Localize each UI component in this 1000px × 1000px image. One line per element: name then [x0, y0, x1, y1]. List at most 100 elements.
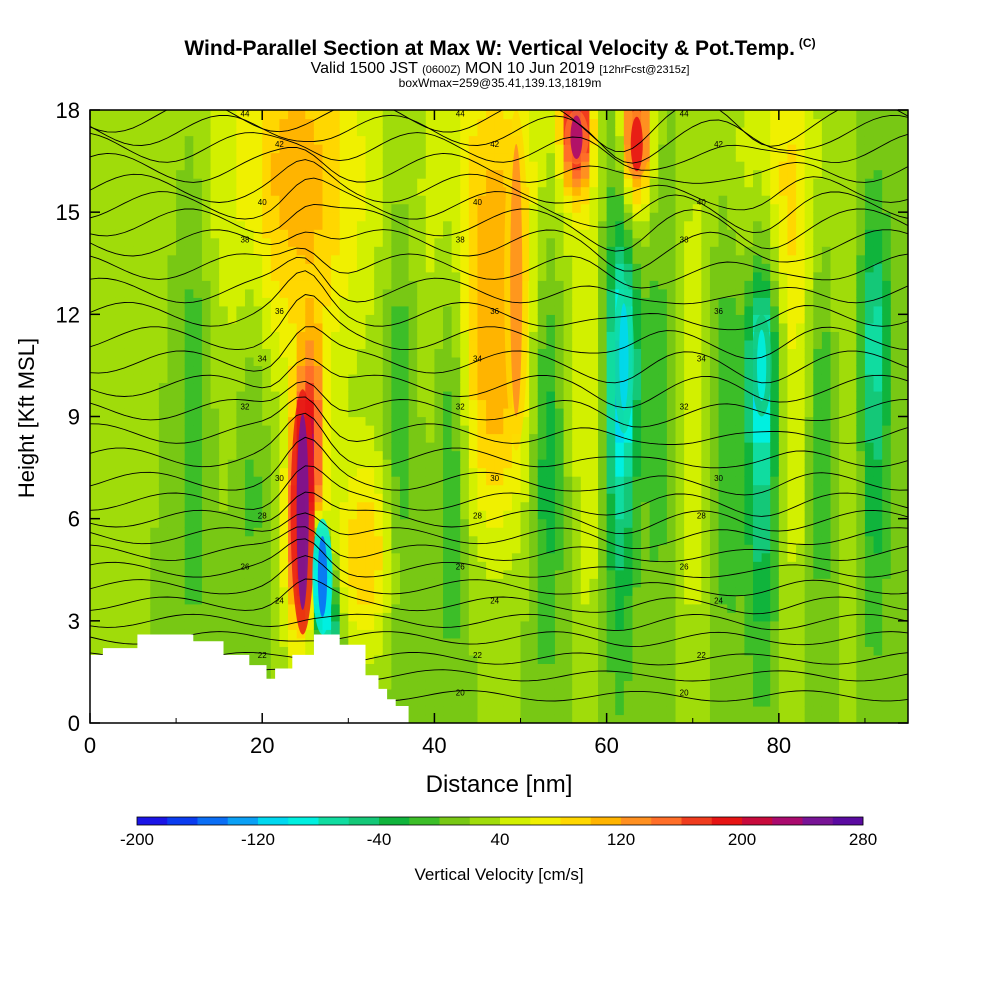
- theta-label: 40: [258, 198, 267, 207]
- downdraft-peak: [619, 303, 629, 411]
- theta-label: 20: [456, 688, 465, 697]
- theta-contour-line: [90, 132, 908, 171]
- theta-label: 36: [714, 307, 723, 316]
- theta-contour-line: [90, 538, 908, 578]
- colorbar-swatch: [348, 817, 380, 825]
- valid-zulu: (0600Z): [422, 64, 461, 76]
- copyright-mark: (C): [798, 36, 816, 50]
- theta-label: 38: [680, 235, 689, 244]
- plot-area: 2020202222222424242626262828283030303232…: [90, 109, 908, 723]
- theta-contour-line: [90, 396, 908, 445]
- theta-contour-line: [90, 256, 908, 305]
- theta-contour-line: [90, 555, 908, 597]
- theta-label: 30: [490, 474, 499, 483]
- theta-label: 28: [697, 511, 706, 520]
- colorbar-swatch: [772, 817, 803, 825]
- theta-contour-line: [90, 357, 908, 409]
- x-tick-label: 80: [767, 733, 791, 758]
- theta-label: 34: [258, 355, 267, 364]
- theta-label: 38: [456, 235, 465, 244]
- colorbar-swatch: [258, 817, 289, 825]
- theta-label: 20: [680, 688, 689, 697]
- chart-subtitle: Valid 1500 JST (0600Z) MON 10 Jun 2019 […: [0, 60, 1000, 78]
- colorbar-label: Vertical Velocity [cm/s]: [414, 865, 583, 884]
- theta-label: 36: [490, 307, 499, 316]
- theta-contour-line: [90, 491, 908, 535]
- theta-contour-line: [90, 465, 908, 517]
- theta-label: 26: [680, 562, 689, 571]
- theta-label: 44: [241, 109, 250, 118]
- box-max-info: boxWmax=259@35.41,139.13,1819m: [398, 76, 602, 90]
- y-tick-label: 6: [68, 507, 80, 532]
- theta-label: 28: [473, 511, 482, 520]
- chart-title-text: Wind-Parallel Section at Max W: Vertical…: [184, 37, 795, 60]
- theta-contour-line: [90, 326, 908, 384]
- colorbar-tick-label: -200: [120, 830, 154, 849]
- theta-contour-line: [90, 147, 908, 184]
- valid-date: MON 10 Jun 2019: [465, 60, 595, 77]
- y-tick-label: 18: [56, 98, 80, 123]
- theta-label: 24: [714, 596, 723, 605]
- theta-contour-line: [90, 229, 908, 272]
- theta-contour-line: [90, 114, 908, 164]
- y-tick-label: 12: [56, 302, 80, 327]
- valid-prefix: Valid 1500 JST: [310, 60, 418, 77]
- colorbar-tick-label: -120: [241, 830, 275, 849]
- y-tick-label: 9: [68, 405, 80, 430]
- theta-contour-line: [90, 203, 908, 252]
- theta-label: 24: [490, 596, 499, 605]
- colorbar-frame: [136, 816, 864, 826]
- colorbar-swatch: [832, 817, 864, 825]
- chart-title: Wind-Parallel Section at Max W: Vertical…: [0, 36, 1000, 61]
- theta-label: 24: [275, 596, 284, 605]
- theta-label: 40: [473, 198, 482, 207]
- colorbar-swatch: [379, 817, 410, 825]
- y-tick-label: 3: [68, 609, 80, 634]
- theta-label: 30: [714, 474, 723, 483]
- theta-label: 26: [241, 562, 250, 571]
- colorbar-swatch: [530, 817, 561, 825]
- theta-contour-line: [90, 512, 908, 550]
- colorbar-tick-label: 200: [728, 830, 756, 849]
- x-tick-label: 0: [84, 733, 96, 758]
- theta-contour-line: [90, 380, 908, 428]
- theta-label: 22: [473, 651, 482, 660]
- theta-contour-line: [90, 247, 908, 289]
- theta-label: 26: [456, 562, 465, 571]
- colorbar-swatch: [167, 817, 198, 825]
- theta-label: 42: [714, 140, 723, 149]
- theta-contour-line: [90, 294, 908, 360]
- colorbar-swatch: [742, 817, 773, 825]
- theta-label: 34: [697, 355, 706, 364]
- colorbar-tick-label: -40: [367, 830, 392, 849]
- terrain: [90, 634, 409, 723]
- theta-label: 30: [275, 474, 284, 483]
- theta-contour-line: [90, 270, 908, 331]
- colorbar-tick-label: 120: [607, 830, 635, 849]
- colorbar-swatch: [197, 817, 229, 825]
- colorbar-tick-label: 40: [491, 830, 510, 849]
- downdraft-peak: [317, 536, 328, 618]
- colorbar-swatch: [137, 817, 168, 825]
- colorbar-swatch: [711, 817, 743, 825]
- draft-features: [290, 110, 772, 635]
- x-tick-label: 60: [594, 733, 618, 758]
- colorbar-swatch: [318, 817, 350, 825]
- theta-contour-line: [90, 177, 908, 234]
- theta-contour-line: [90, 526, 908, 563]
- theta-label: 44: [680, 109, 689, 118]
- x-tick-label: 20: [250, 733, 274, 758]
- colorbar-swatch: [681, 817, 713, 825]
- theta-contours: 2020202222222424242626262828283030303232…: [90, 109, 908, 702]
- colorbar-swatch: [802, 817, 834, 825]
- theta-label: 44: [456, 109, 465, 118]
- downdraft-peak: [756, 329, 767, 402]
- colorbar: -200 -120 -40 40 120 200 280: [120, 816, 877, 849]
- colorbar-swatch: [439, 817, 471, 825]
- theta-label: 32: [680, 402, 689, 411]
- colorbar-swatch: [560, 817, 592, 825]
- theta-label: 36: [275, 307, 284, 316]
- colorbar-swatch: [651, 817, 682, 825]
